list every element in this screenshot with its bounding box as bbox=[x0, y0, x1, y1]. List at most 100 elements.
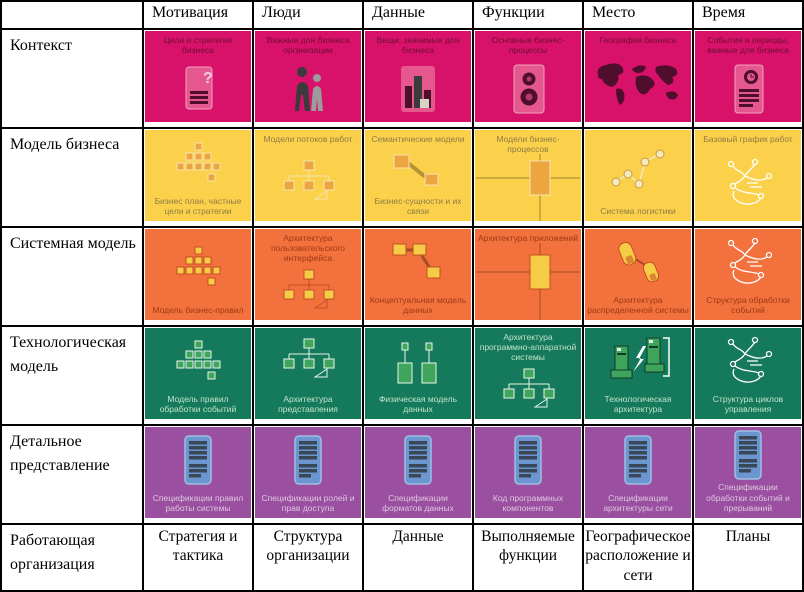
sketch-icon bbox=[695, 229, 801, 295]
pyramid-icon bbox=[145, 130, 251, 196]
cell-row1-place: География бизнеса bbox=[584, 30, 692, 127]
cell-block: Цели и стратегия бизнеса? bbox=[145, 31, 251, 122]
cell-caption-bottom: Архитектура распределенной системы bbox=[587, 294, 689, 315]
data-boxes-icon bbox=[365, 328, 471, 394]
footer-cell-data: Данные bbox=[364, 525, 472, 590]
cell-block: Архитектура пользовательского интерфейса bbox=[255, 229, 361, 320]
cell-caption-top: Семантические модели bbox=[371, 134, 465, 144]
column-header-people: Люди bbox=[254, 2, 362, 28]
cell-block: Архитектура распределенной системы bbox=[585, 229, 691, 320]
cell-caption-bottom: Технологическая архитектура bbox=[604, 393, 672, 414]
cell-caption-bottom: Структура обработки событий bbox=[706, 294, 790, 315]
svg-text:?: ? bbox=[203, 70, 213, 87]
cell-block: Спецификации обработки событий и прерыва… bbox=[695, 427, 801, 518]
cell-block: Технологическая архитектура bbox=[585, 328, 691, 419]
cell-row1-data: Вещи, значимые для бизнеса bbox=[364, 30, 472, 127]
sketch-icon bbox=[695, 328, 801, 394]
cell-row5-place: Спецификации архитектуры сети bbox=[584, 426, 692, 523]
cell-caption-bottom: Код программных компонентов bbox=[492, 492, 564, 513]
cell-block: Важные для бизнеса организации bbox=[255, 31, 361, 122]
cell-row3-place: Архитектура распределенной системы bbox=[584, 228, 692, 325]
cell-caption-bottom: Спецификации правил работы системы bbox=[152, 492, 244, 513]
cell-block: Код программных компонентов bbox=[475, 427, 581, 518]
cell-row4-place: Технологическая архитектура bbox=[584, 327, 692, 424]
row-label-1: Контекст bbox=[2, 30, 142, 127]
column-header-place: Место bbox=[584, 2, 692, 28]
cell-block: Спецификации ролей и прав доступа bbox=[255, 427, 361, 518]
cell-block: Базовый график работ bbox=[695, 130, 801, 221]
cell-block: Семантические модели Бизнес-сущности и их… bbox=[365, 130, 471, 221]
cell-row5-functions: Код программных компонентов bbox=[474, 426, 582, 523]
cell-block: Спецификации правил работы системы bbox=[145, 427, 251, 518]
cell-row2-motivation: Бизнес план, частные цели и стратегии bbox=[144, 129, 252, 226]
cell-block: Структура обработки событий bbox=[695, 229, 801, 320]
doc-question-icon: ? bbox=[145, 55, 251, 122]
computers-icon bbox=[585, 328, 691, 394]
column-header-functions: Функции bbox=[474, 2, 582, 28]
cell-caption-top: События и периоды, важные для бизнеса bbox=[707, 35, 789, 56]
cell-block: Архитектура приложений bbox=[475, 229, 581, 320]
cell-caption-bottom: Спецификации форматов данных bbox=[382, 492, 454, 513]
cell-row2-time: Базовый график работ bbox=[694, 129, 802, 226]
footer-row-label: Работающая организация bbox=[2, 525, 142, 590]
column-header-data: Данные bbox=[364, 2, 472, 28]
cell-block: Спецификации форматов данных bbox=[365, 427, 471, 518]
cell-caption-top: Архитектура пользовательского интерфейса bbox=[270, 233, 346, 264]
tree-icon bbox=[255, 144, 361, 221]
people-icon bbox=[255, 55, 361, 122]
cell-block: Бизнес план, частные цели и стратегии bbox=[145, 130, 251, 221]
cell-row3-people: Архитектура пользовательского интерфейса bbox=[254, 228, 362, 325]
cell-row3-data: Концептуальная модель данных bbox=[364, 228, 472, 325]
network-nodes-icon bbox=[585, 130, 691, 206]
cell-caption-bottom: Спецификации архитектуры сети bbox=[603, 492, 673, 513]
column-header-motivation: Мотивация bbox=[144, 2, 252, 28]
cell-row3-functions: Архитектура приложений bbox=[474, 228, 582, 325]
cell-caption-top: Модели потоков работ bbox=[263, 134, 353, 144]
cell-row2-functions: Модели бизнес-процессов bbox=[474, 129, 582, 226]
cell-block: Структура циклов управления bbox=[695, 328, 801, 419]
cell-row2-data: Семантические модели Бизнес-сущности и их… bbox=[364, 129, 472, 226]
cell-block: Модель правил обработки событий bbox=[145, 328, 251, 419]
link-boxes3-icon bbox=[365, 229, 471, 295]
cell-row4-motivation: Модель правил обработки событий bbox=[144, 327, 252, 424]
cell-block: Архитектура программно-аппаратной систем… bbox=[475, 328, 581, 419]
cell-caption-top: Важные для бизнеса организации bbox=[266, 35, 350, 56]
cell-caption-top: Цели и стратегия бизнеса bbox=[163, 35, 233, 56]
cell-row1-people: Важные для бизнеса организации bbox=[254, 30, 362, 127]
cell-caption-bottom: Модель бизнес-правил bbox=[152, 304, 244, 315]
row-label-3: Системная модель bbox=[2, 228, 142, 325]
cell-block: Физическая модель данных bbox=[365, 328, 471, 419]
footer-cell-time: Планы bbox=[694, 525, 802, 590]
cell-row2-people: Модели потоков работ bbox=[254, 129, 362, 226]
cell-row1-functions: Основные бизнес-процессы bbox=[474, 30, 582, 127]
cell-row2-place: Система логистики bbox=[584, 129, 692, 226]
cell-caption-bottom: Спецификации ролей и прав доступа bbox=[261, 492, 355, 513]
pyramid-icon bbox=[145, 229, 251, 305]
tree-icon bbox=[255, 264, 361, 320]
cell-caption-bottom: Бизнес план, частные цели и стратегии bbox=[154, 195, 242, 216]
doc-gears-icon bbox=[475, 55, 581, 122]
link-boxes-icon bbox=[365, 144, 471, 195]
cell-row4-data: Физическая модель данных bbox=[364, 327, 472, 424]
cell-caption-bottom: Архитектура представления bbox=[278, 393, 338, 414]
cell-row1-time: События и периоды, важные для бизнеса bbox=[694, 30, 802, 127]
cell-caption-top: Вещи, значимые для бизнеса bbox=[376, 35, 460, 56]
spec-doc-icon bbox=[585, 427, 691, 493]
footer-cell-people: Структура организации bbox=[254, 525, 362, 590]
row-label-5: Детальное представление bbox=[2, 426, 142, 523]
cell-block: Модель бизнес-правил bbox=[145, 229, 251, 320]
sketch-icon bbox=[695, 144, 801, 221]
cell-row5-people: Спецификации ролей и прав доступа bbox=[254, 426, 362, 523]
process-rect-icon bbox=[475, 243, 581, 320]
cell-row5-time: Спецификации обработки событий и прерыва… bbox=[694, 426, 802, 523]
cell-caption-bottom: Структура циклов управления bbox=[712, 393, 784, 414]
cell-caption-bottom: Спецификации обработки событий и прерыва… bbox=[706, 482, 790, 513]
world-map-icon bbox=[585, 45, 691, 122]
cell-block: Модели потоков работ bbox=[255, 130, 361, 221]
cell-block: Основные бизнес-процессы bbox=[475, 31, 581, 122]
spec-doc-icon bbox=[365, 427, 471, 493]
cell-block: Архитектура представления bbox=[255, 328, 361, 419]
cell-row1-motivation: Цели и стратегия бизнеса? bbox=[144, 30, 252, 127]
cell-caption-top: Модели бизнес-процессов bbox=[496, 134, 560, 155]
